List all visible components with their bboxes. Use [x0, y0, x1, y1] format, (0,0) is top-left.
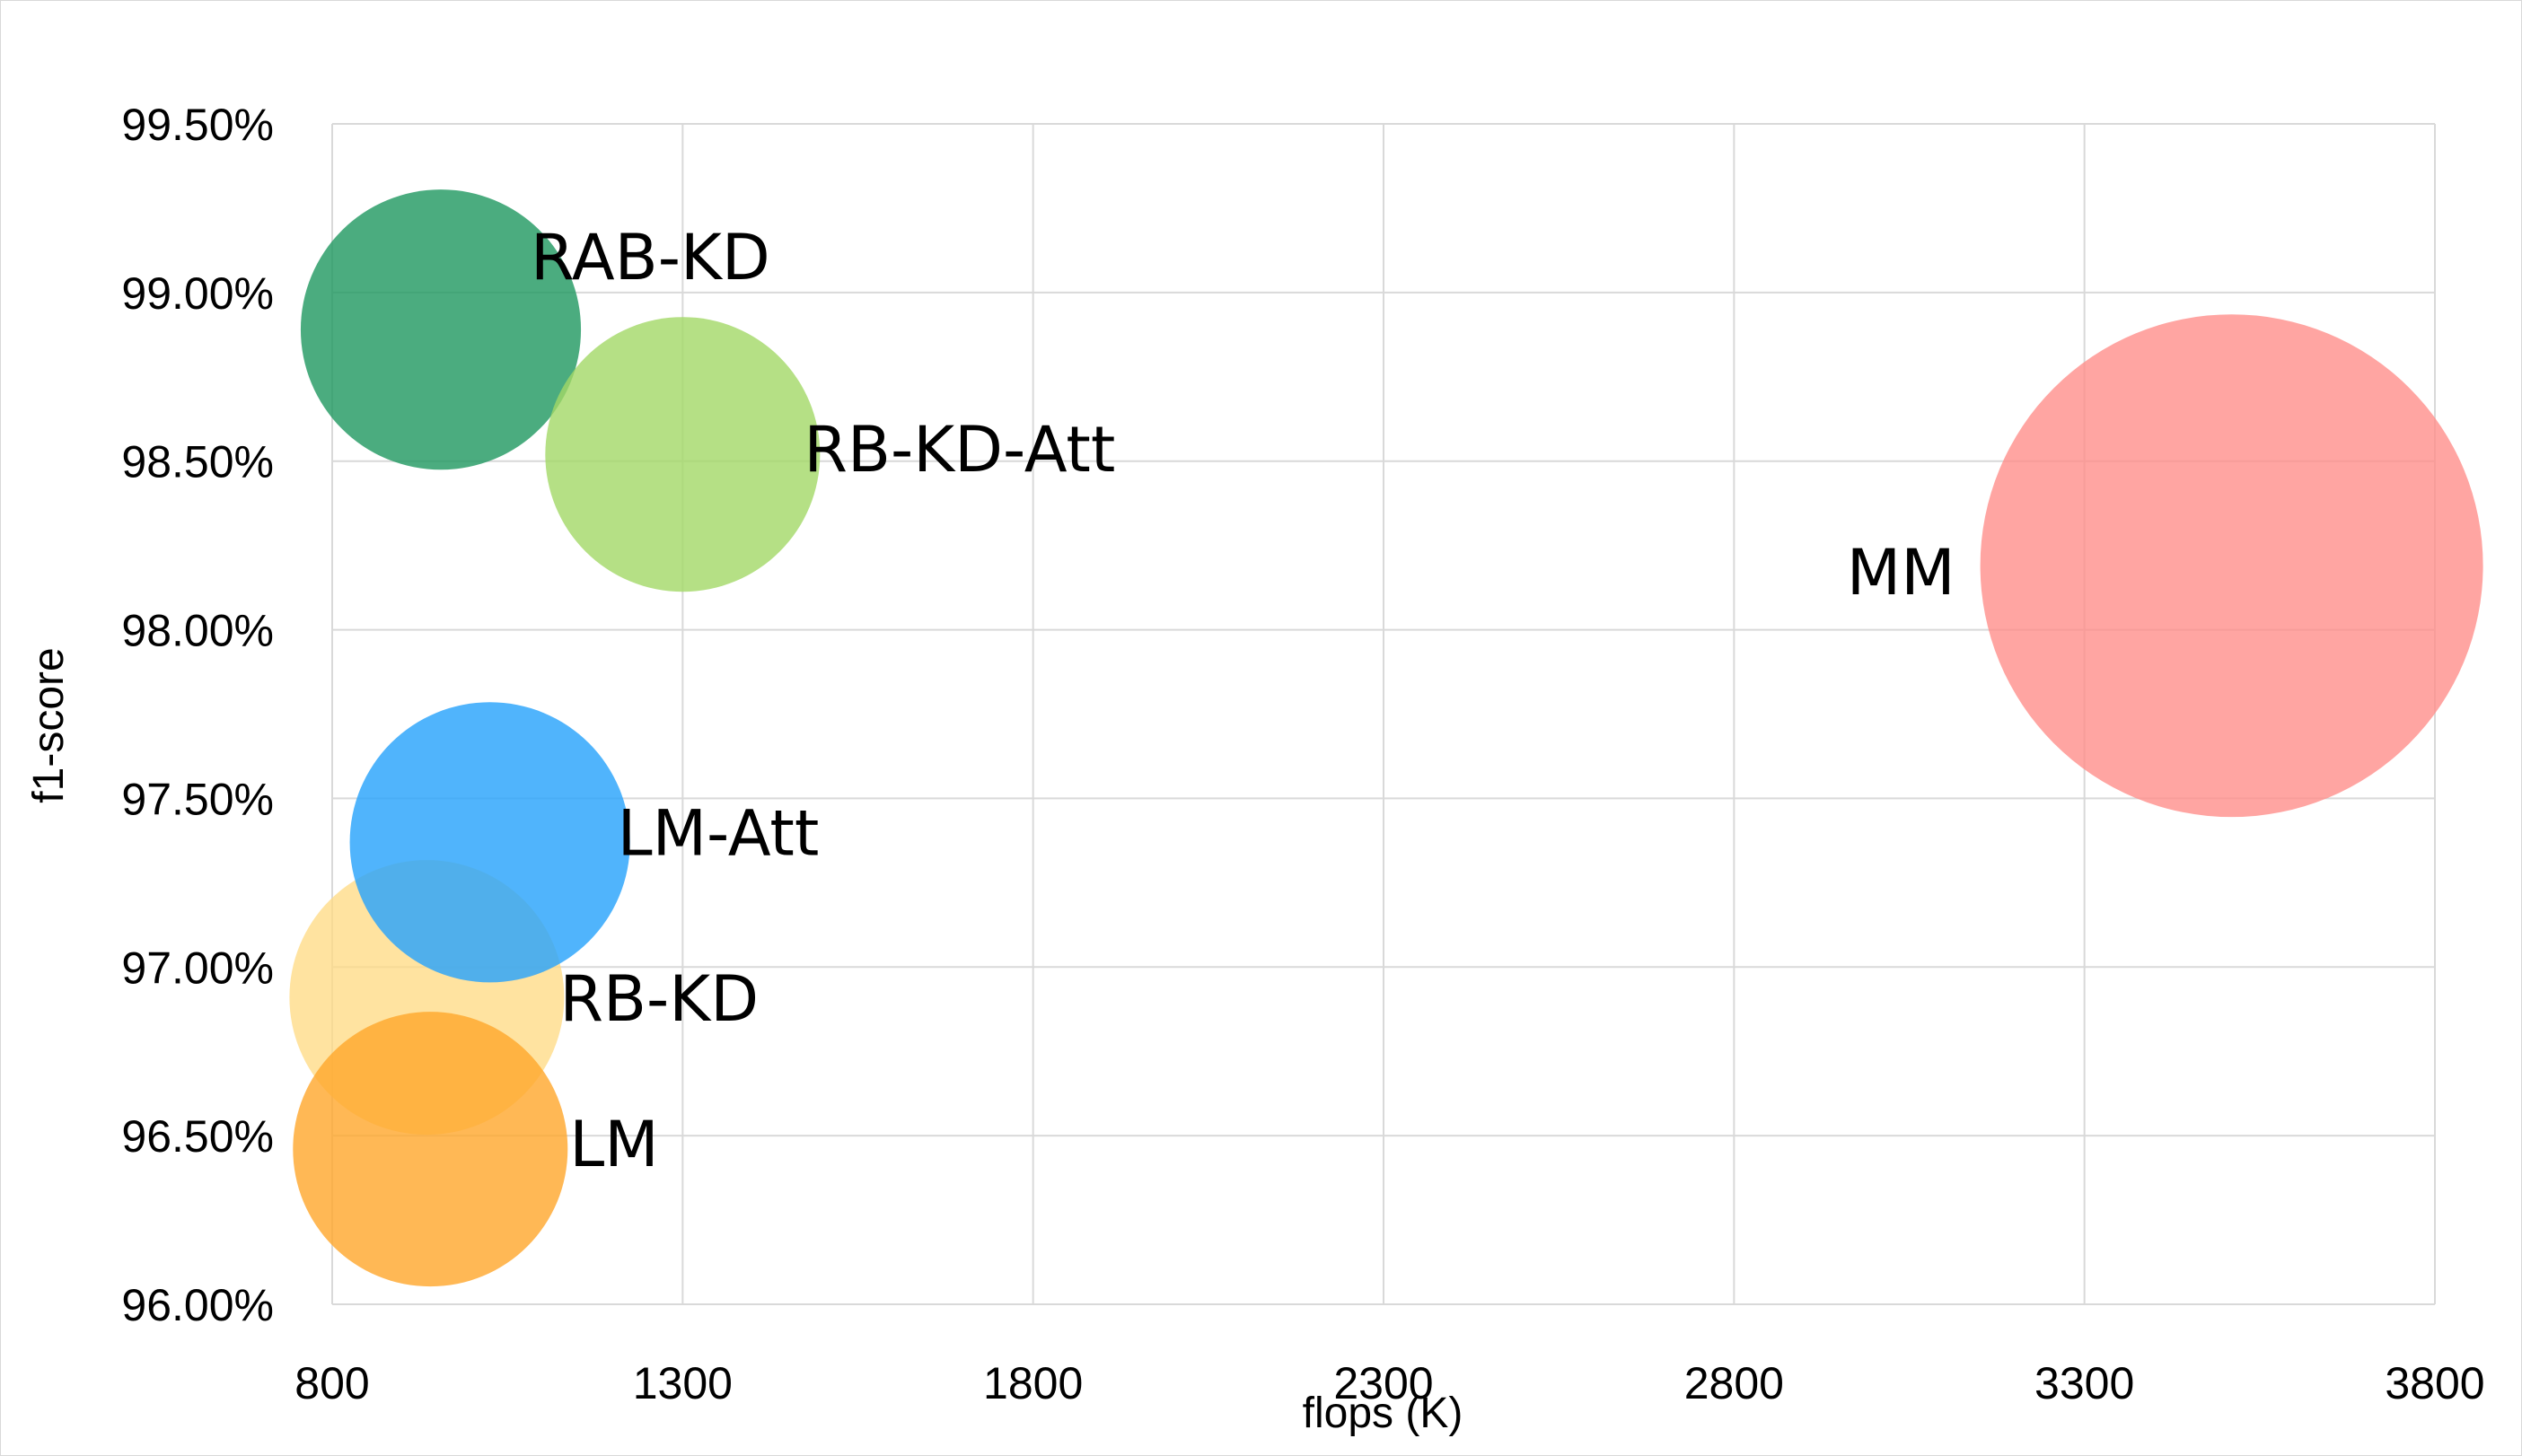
- bubble-label-mm: MM: [1847, 536, 1955, 610]
- bubble-layer: [289, 189, 2483, 1287]
- bubble-lm: [293, 1012, 568, 1287]
- bubble-lm-att: [349, 702, 630, 983]
- bubble-label-layer: RB-KD LM LM-Att RAB-KD RB-KD-Att MM: [531, 221, 1955, 1181]
- y-axis-title: f1-score: [25, 647, 73, 803]
- x-tick-label: 1800: [983, 1358, 1083, 1408]
- y-tick-label: 97.50%: [121, 774, 274, 824]
- bubble-label-lm-att: LM-Att: [618, 796, 820, 870]
- y-tick-label: 96.50%: [121, 1111, 274, 1162]
- bubble-label-rab-kd: RAB-KD: [531, 221, 770, 294]
- bubble-label-rb-kd: RB-KD: [559, 962, 759, 1036]
- axis-layer: 96.00% 96.50% 97.00% 97.50% 98.00% 98.50% 99.0…: [121, 100, 2484, 1408]
- bubble-label-rb-kd-att: RB-KD-Att: [804, 413, 1115, 487]
- y-tick-label: 98.00%: [121, 606, 274, 656]
- bubble-rab-kd: [300, 189, 582, 470]
- x-tick-label: 800: [294, 1358, 369, 1408]
- y-tick-label: 99.00%: [121, 268, 274, 319]
- x-tick-label: 2800: [1684, 1358, 1784, 1408]
- bubble-rb-kd-att: [545, 317, 821, 592]
- x-tick-label: 2300: [1333, 1358, 1433, 1408]
- bubble-label-lm: LM: [569, 1108, 658, 1181]
- x-axis-title: flops (K): [1303, 1390, 1463, 1437]
- y-tick-label: 99.50%: [121, 100, 274, 150]
- x-tick-label: 3800: [2385, 1358, 2484, 1408]
- x-tick-label: 3300: [2034, 1358, 2134, 1408]
- y-tick-label: 96.00%: [121, 1280, 274, 1330]
- y-tick-label: 98.50%: [121, 437, 274, 487]
- bubble-mm: [1980, 314, 2483, 818]
- x-tick-label: 1300: [633, 1358, 733, 1408]
- y-tick-label: 97.00%: [121, 943, 274, 993]
